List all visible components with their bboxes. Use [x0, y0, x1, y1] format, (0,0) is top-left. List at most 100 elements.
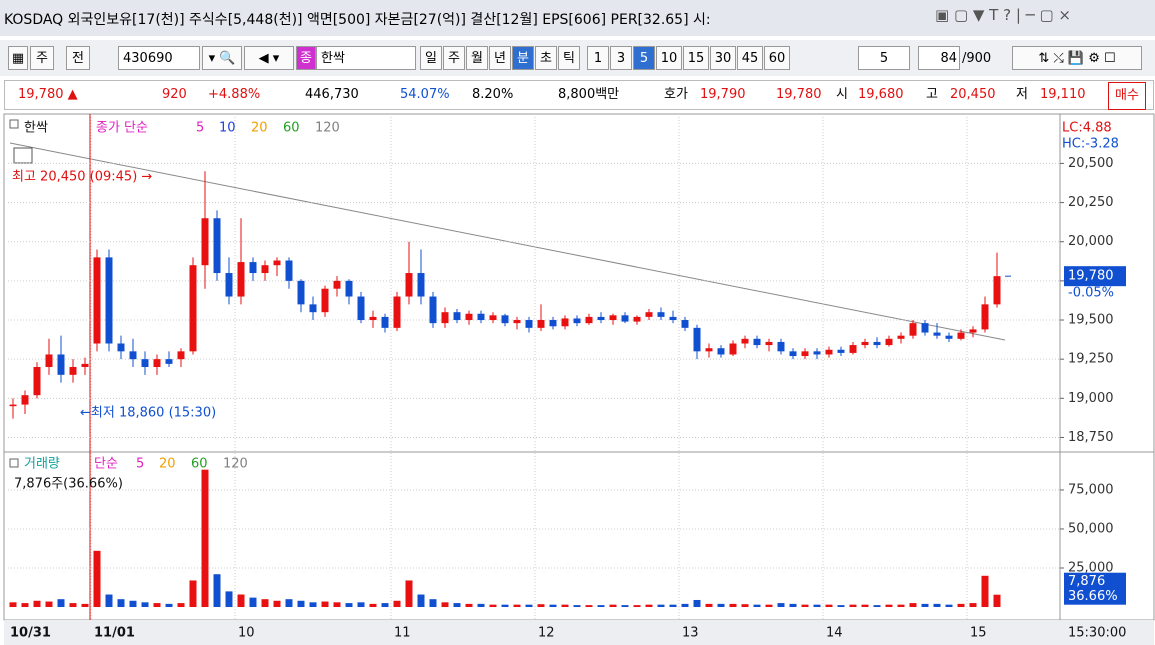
- interval-button[interactable]: 15: [683, 46, 709, 70]
- period-button[interactable]: 년: [489, 46, 511, 70]
- volume-pct: 36.66%: [1068, 589, 1118, 604]
- quote-change-pct: +4.88%: [208, 87, 261, 102]
- interval-button[interactable]: 3: [610, 46, 632, 70]
- volume-bar: [33, 600, 41, 607]
- interval-button[interactable]: 30: [710, 46, 736, 70]
- candle-body: [33, 367, 41, 396]
- current-price: 19,780: [1068, 269, 1114, 284]
- legend-ma: 120: [315, 121, 340, 136]
- volume-box: [1064, 572, 1126, 605]
- window-icons[interactable]: ▣ ▢ ▼ T ? | ─ ▢ ×: [935, 6, 1071, 24]
- stock-name[interactable]: 한싹: [316, 46, 416, 70]
- volume-bar: [81, 603, 89, 607]
- y-tick-label: 19,250: [1068, 352, 1114, 367]
- candle-body: [357, 296, 365, 321]
- period-button[interactable]: 초: [535, 46, 557, 70]
- volume-bar: [249, 597, 257, 607]
- volume-bar: [537, 604, 545, 607]
- period-button[interactable]: 일: [420, 46, 442, 70]
- candle-body: [369, 316, 377, 321]
- current-price-box: [1064, 266, 1126, 287]
- interval-button[interactable]: 10: [656, 46, 682, 70]
- volume-label: 7,876: [1068, 574, 1105, 589]
- candle-body: [933, 332, 941, 336]
- candle-body: [693, 327, 701, 352]
- volume-bar: [489, 604, 497, 607]
- volume-bar: [801, 604, 809, 607]
- y2-tick-label: 50,000: [1068, 521, 1114, 536]
- candle-body: [21, 395, 29, 405]
- bid-label: 호가: [664, 87, 688, 102]
- interval-button[interactable]: 5: [633, 46, 655, 70]
- sound-button[interactable]: ◀ ▾: [244, 46, 294, 70]
- candle-body: [225, 273, 233, 297]
- volume-bar: [417, 594, 425, 607]
- candle-body: [825, 349, 833, 355]
- volume-bar: [309, 602, 317, 607]
- period-button[interactable]: 틱: [558, 46, 580, 70]
- time-label: 15:30:00: [1068, 626, 1126, 641]
- high: 20,450: [950, 87, 996, 102]
- candle-body: [297, 280, 305, 305]
- volume-legend-ma-label: 단순: [94, 457, 118, 472]
- interval-button[interactable]: 60: [764, 46, 790, 70]
- current-change: -0.05%: [1068, 286, 1114, 301]
- code-input[interactable]: 430690: [118, 46, 200, 70]
- candle-body: [261, 265, 269, 274]
- candle-body: [321, 288, 329, 313]
- legend-ma: 5: [196, 121, 204, 136]
- legend-ma: 20: [251, 121, 268, 136]
- interval-select[interactable]: 5: [858, 46, 910, 70]
- candle-body: [465, 313, 473, 321]
- open-label: 시: [836, 87, 848, 102]
- date-axis-bg: [4, 620, 1154, 645]
- candle-body: [993, 276, 1001, 305]
- volume-bar: [501, 604, 509, 607]
- buy-button[interactable]: 매수: [1108, 82, 1146, 110]
- y-tick-label: 20,500: [1068, 156, 1114, 171]
- scope-select[interactable]: 전: [66, 46, 90, 70]
- x-tick-label: 11: [394, 626, 411, 641]
- candle-body: [165, 359, 173, 364]
- hc-label: HC:-3.28: [1062, 137, 1119, 152]
- tool-icons[interactable]: ⇅ ⤯ 💾 ⚙ ☐: [1012, 46, 1142, 70]
- candle-body: [633, 316, 641, 322]
- candle-body: [597, 316, 605, 321]
- interval-button[interactable]: 45: [737, 46, 763, 70]
- period-button[interactable]: 분: [512, 46, 534, 70]
- market-select[interactable]: 주: [30, 46, 54, 70]
- candle-body: [93, 257, 101, 344]
- candle-body: [813, 351, 821, 355]
- interval-button[interactable]: 1: [587, 46, 609, 70]
- volume-bar: [765, 604, 773, 607]
- menu-icon[interactable]: ▦: [8, 46, 28, 70]
- volume-bar: [369, 603, 377, 607]
- volume-legend-ma: 120: [223, 457, 248, 472]
- search-button[interactable]: ▾ 🔍: [202, 46, 242, 70]
- candle-body: [501, 315, 509, 324]
- candle-body: [333, 280, 341, 289]
- candle-body: [921, 323, 929, 333]
- quote-price: 19,780 ▲: [18, 87, 78, 102]
- volume-bar: [225, 591, 233, 607]
- candle-body: [765, 341, 773, 346]
- period-button[interactable]: 월: [466, 46, 488, 70]
- volume-bar: [609, 604, 617, 607]
- volume-bar: [777, 603, 785, 607]
- volume-bar: [957, 603, 965, 607]
- candle-body: [981, 304, 989, 330]
- high-label: 고: [926, 87, 938, 102]
- candle-body: [753, 338, 761, 346]
- volume-bar: [525, 604, 533, 607]
- count-input[interactable]: 84: [918, 46, 960, 70]
- x-tick-label: 10: [238, 626, 255, 641]
- high-note: 최고 20,450 (09:45) →: [12, 170, 152, 185]
- x-tick-label: 12: [538, 626, 555, 641]
- volume-bar: [585, 605, 593, 607]
- candle-body: [525, 320, 533, 328]
- bid: 19,780: [776, 87, 822, 102]
- volume-bar: [693, 599, 701, 607]
- period-button[interactable]: 주: [443, 46, 465, 70]
- candle-body: [729, 343, 737, 355]
- volume-bar: [705, 603, 713, 607]
